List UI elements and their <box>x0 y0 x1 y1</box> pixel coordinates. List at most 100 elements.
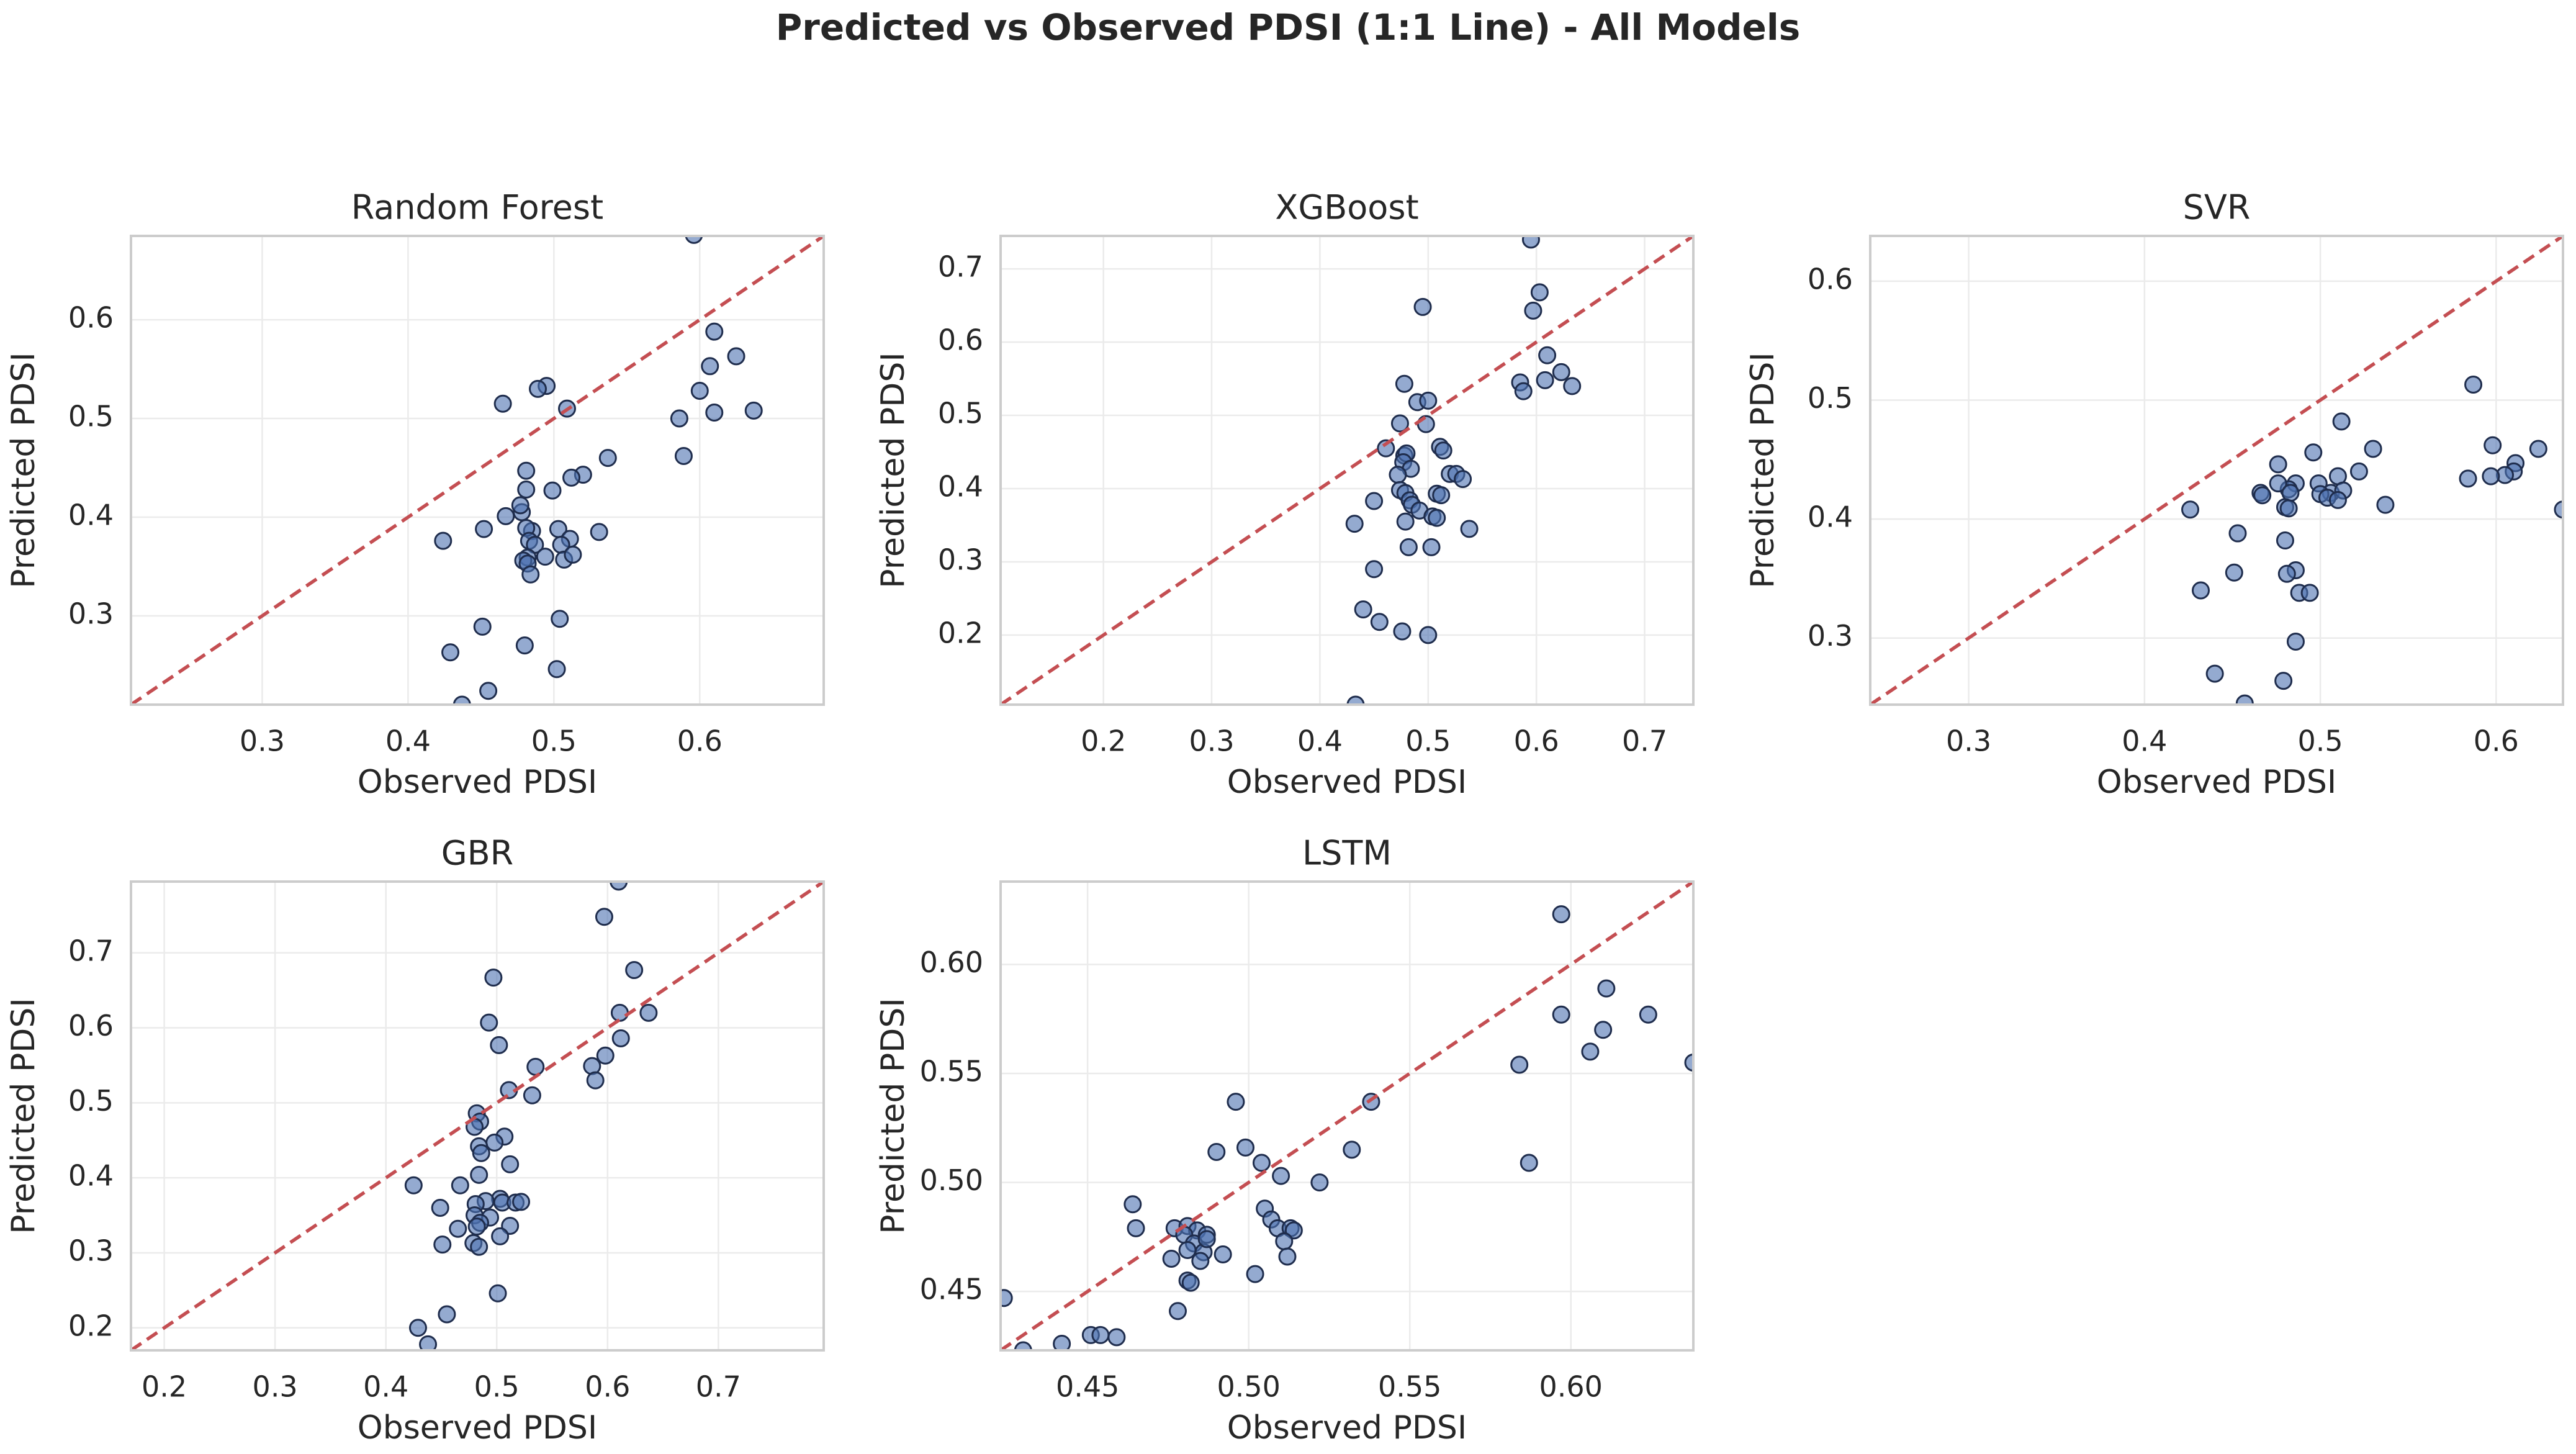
data-point <box>1454 470 1472 489</box>
y-tick-label: 0.5 <box>68 1084 114 1118</box>
y-tick-label: 0.4 <box>68 1159 114 1193</box>
x-tick-label: 0.6 <box>677 725 723 758</box>
data-point <box>1428 508 1446 527</box>
data-point <box>470 1237 489 1256</box>
x-axis-label: Observed PDSI <box>1227 764 1467 801</box>
data-point <box>1162 1250 1181 1268</box>
plot-frame <box>1869 235 2564 706</box>
x-tick-label: 0.3 <box>240 725 285 758</box>
data-point <box>625 961 644 980</box>
data-point <box>598 449 617 467</box>
data-point <box>1001 1289 1013 1307</box>
data-point <box>438 1305 456 1324</box>
data-point <box>408 1319 427 1337</box>
data-point <box>475 520 493 538</box>
data-point <box>1552 905 1570 924</box>
data-point <box>595 908 613 926</box>
data-point <box>473 617 492 636</box>
y-tick-label: 0.6 <box>1808 262 1853 296</box>
data-point <box>2277 564 2296 583</box>
data-point <box>639 1003 658 1022</box>
subplot-svr: 0.3 0.4 0.5 0.6 0.3 0.4 0.5 0.6 SVR Observed PDSI… <box>1744 188 2564 801</box>
data-point <box>596 1046 615 1065</box>
data-point <box>1124 1195 1142 1214</box>
subplot-title: GBR <box>441 834 513 873</box>
data-point <box>1510 1055 1529 1074</box>
data-point <box>551 610 569 628</box>
data-point <box>727 347 745 366</box>
data-point <box>1191 1252 1210 1270</box>
data-point <box>705 404 724 422</box>
y-tick-label: 0.3 <box>1808 619 1853 652</box>
x-tick-label: 0.60 <box>1539 1370 1603 1404</box>
data-point <box>1181 1273 1200 1292</box>
x-tick-label: 0.2 <box>142 1370 187 1404</box>
data-point <box>2279 499 2298 518</box>
subplot-title: Random Forest <box>351 188 603 227</box>
data-point <box>564 545 582 564</box>
data-point <box>467 1217 486 1236</box>
subplot-lstm: 0.45 0.50 0.55 0.60 0.45 0.50 0.55 0.60 LSTM Obse… <box>875 834 1695 1447</box>
data-point <box>547 660 566 679</box>
figure-title: Predicted vs Observed PDSI (1:1 Line) - … <box>776 6 1801 48</box>
y-tick-label: 0.6 <box>68 301 114 335</box>
y-tick-label: 0.4 <box>68 499 114 532</box>
data-point <box>610 882 628 891</box>
data-point <box>1524 301 1542 320</box>
y-tick-label: 0.5 <box>1808 381 1853 415</box>
data-point <box>1310 1173 1329 1192</box>
data-point <box>1399 538 1418 556</box>
x-tick-label: 0.3 <box>1946 725 1991 758</box>
data-point <box>512 1193 531 1211</box>
plot-frame <box>130 880 825 1352</box>
data-point <box>1091 1325 1110 1344</box>
scatter-points <box>404 882 658 1350</box>
data-point <box>590 523 608 541</box>
identity-line <box>1001 882 1693 1350</box>
data-point <box>433 1235 452 1254</box>
data-point <box>453 695 471 705</box>
data-point <box>2554 500 2563 519</box>
data-point <box>1127 1219 1145 1237</box>
data-point <box>470 1165 489 1184</box>
data-point <box>1432 486 1451 505</box>
data-point <box>501 1155 520 1173</box>
y-tick-label: 0.7 <box>938 250 983 284</box>
subplot-title: XGBoost <box>1275 188 1418 227</box>
x-tick-label: 0.4 <box>1297 725 1343 758</box>
data-point <box>1389 466 1407 484</box>
x-tick-label: 0.5 <box>531 725 577 758</box>
data-point <box>610 1003 629 1022</box>
x-tick-label: 0.5 <box>2298 725 2343 758</box>
data-point <box>489 1284 507 1303</box>
y-axis-label: Predicted PDSI <box>875 998 912 1234</box>
data-point <box>1395 374 1413 393</box>
data-point <box>1207 1142 1226 1161</box>
subplot-title: LSTM <box>1302 834 1392 873</box>
data-point <box>404 1176 423 1194</box>
data-point <box>1227 1093 1245 1111</box>
data-point <box>690 382 709 400</box>
data-point <box>491 1227 510 1245</box>
subplot-xgboost: 0.2 0.3 0.4 0.5 0.6 0.7 0.2 0.3 0.4 0.5 0.6 0.7 XGBo… <box>875 188 1695 801</box>
data-point <box>517 480 536 499</box>
x-tick-label: 0.6 <box>1514 725 1559 758</box>
x-tick-label: 0.4 <box>363 1370 408 1404</box>
y-tick-label: 0.3 <box>68 1234 114 1267</box>
y-tick-label: 0.5 <box>938 397 983 430</box>
data-point <box>1346 695 1365 705</box>
data-point <box>511 496 529 515</box>
data-point <box>2482 467 2500 485</box>
y-tick-label: 0.60 <box>920 946 983 979</box>
y-tick-label: 0.7 <box>68 934 114 967</box>
data-point <box>1514 382 1533 400</box>
data-point <box>674 446 693 465</box>
data-point <box>1563 377 1582 395</box>
y-tick-label: 0.50 <box>920 1163 983 1197</box>
data-point <box>543 481 562 500</box>
data-point <box>2300 584 2319 602</box>
data-point <box>449 1219 467 1238</box>
data-point <box>1168 1302 1187 1321</box>
y-tick-label: 0.2 <box>68 1309 114 1342</box>
